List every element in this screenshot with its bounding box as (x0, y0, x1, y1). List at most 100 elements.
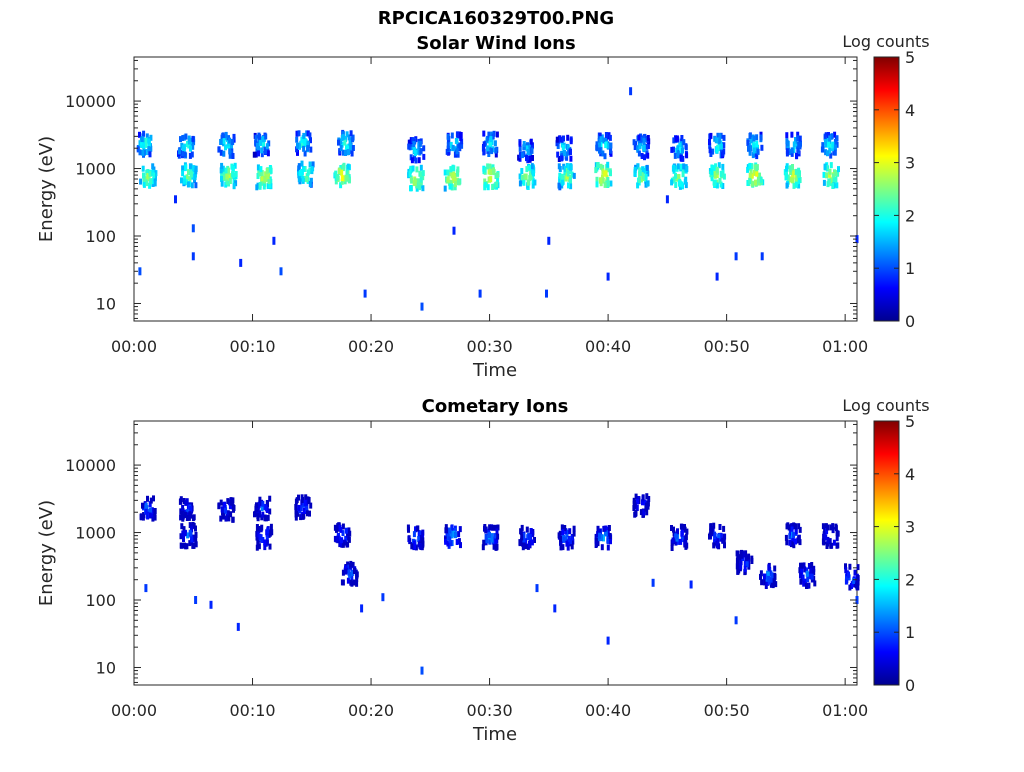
data-cell (712, 542, 716, 549)
data-cell (341, 569, 345, 576)
data-cell (337, 139, 340, 146)
data-cluster (785, 131, 802, 160)
data-cell (822, 538, 826, 545)
data-cell (183, 511, 187, 518)
data-cell (825, 528, 829, 535)
data-cell (300, 169, 304, 175)
data-cell (684, 534, 688, 540)
data-cell (222, 150, 226, 157)
data-cell (150, 507, 154, 514)
data-cell (269, 523, 273, 530)
data-cell (598, 532, 601, 539)
cometary-y-ticks: 10 100 1000 10000 (65, 423, 857, 683)
data-cell (483, 178, 487, 185)
data-cell (451, 144, 455, 151)
data-cell (787, 524, 791, 531)
cometary-colorbar (873, 420, 900, 686)
data-cell (679, 147, 682, 153)
solar-wind-y-axis-label: Energy (eV) (36, 136, 57, 242)
data-cell (149, 178, 153, 185)
data-cell (450, 132, 454, 139)
data-cell (353, 568, 356, 574)
data-point (547, 236, 551, 245)
data-cell (227, 180, 230, 187)
data-cell (639, 133, 643, 140)
data-cell (219, 167, 223, 174)
data-cell (684, 543, 688, 550)
data-cell (794, 173, 798, 180)
data-cell (785, 148, 789, 155)
data-cell (267, 178, 271, 184)
data-cell (598, 147, 602, 154)
data-cell (572, 172, 576, 179)
data-cell (710, 169, 714, 176)
data-cell (796, 537, 800, 544)
data-cell (490, 139, 494, 146)
data-cluster (822, 162, 840, 189)
data-cell (184, 133, 188, 140)
data-cell (217, 146, 221, 153)
data-cell (269, 166, 273, 173)
data-cell (759, 176, 763, 183)
data-point (478, 289, 482, 298)
data-point (174, 195, 177, 204)
data-cell (255, 184, 259, 191)
data-cell (639, 509, 643, 516)
data-cell (853, 581, 857, 588)
data-cell (739, 559, 743, 566)
data-cell (446, 169, 450, 176)
data-cell (416, 148, 420, 155)
data-cell (350, 150, 354, 157)
data-cell (182, 526, 186, 533)
data-cell (758, 179, 761, 186)
data-cell (263, 539, 267, 546)
colorbar-tick-label: 0 (905, 676, 915, 695)
data-cell (755, 153, 759, 160)
data-cell (417, 157, 421, 164)
data-cell (708, 147, 712, 154)
data-cell (187, 138, 191, 145)
data-cell (183, 542, 186, 549)
data-cell (347, 177, 351, 184)
data-cell (455, 148, 459, 155)
data-cell (822, 171, 826, 178)
data-cell (713, 172, 717, 179)
data-cell (717, 162, 721, 169)
data-cluster (340, 560, 359, 587)
data-cell (482, 141, 486, 148)
data-cell (684, 182, 688, 189)
data-cell (685, 528, 689, 535)
data-cell (255, 502, 258, 509)
data-cell (609, 147, 613, 154)
data-cell (676, 528, 679, 535)
data-cell (257, 132, 261, 139)
data-cell (837, 166, 840, 173)
data-cell (492, 183, 496, 190)
data-cell (488, 538, 492, 545)
data-cell (306, 141, 310, 148)
data-cell (675, 174, 679, 181)
data-cell (714, 137, 718, 144)
data-cell (417, 143, 421, 150)
data-cell (221, 170, 225, 177)
data-cell (748, 133, 752, 139)
data-cell (835, 535, 839, 542)
cometary-x-ticks: 00:00 00:10 00:20 00:30 00:40 00:50 01:00 (111, 421, 868, 720)
colorbar-tick-label: 2 (905, 570, 915, 589)
data-cell (490, 536, 494, 543)
data-cell (421, 185, 425, 192)
data-cell (763, 579, 767, 586)
data-cell (185, 498, 189, 505)
data-cluster (517, 138, 534, 164)
data-cell (348, 530, 352, 537)
data-cell (834, 523, 838, 530)
data-cell (520, 168, 524, 174)
data-cell (714, 163, 718, 170)
data-cell (562, 536, 566, 543)
data-cell (191, 143, 195, 150)
data-cell (767, 564, 771, 571)
data-cell (739, 563, 743, 570)
data-cell (336, 523, 340, 530)
data-point (734, 252, 738, 261)
data-cell (294, 511, 298, 518)
